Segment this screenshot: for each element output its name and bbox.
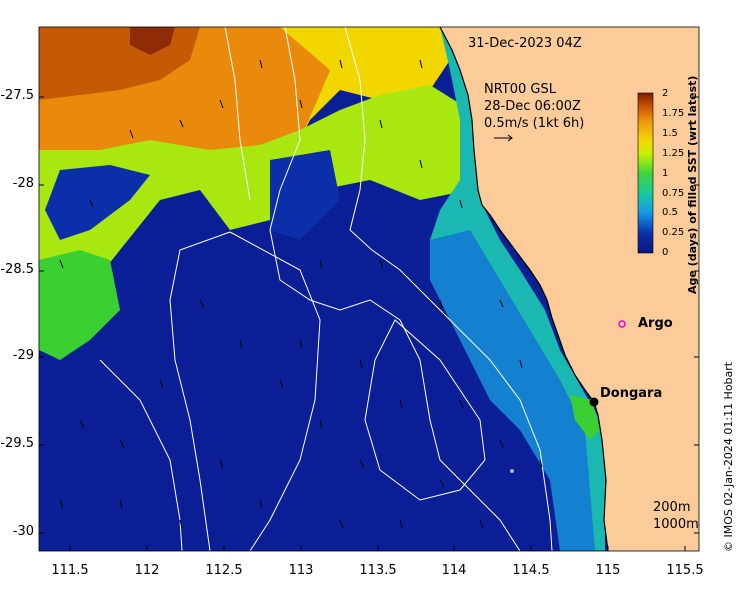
x-tick-label: 115.5 xyxy=(666,563,704,578)
plot-frame xyxy=(38,26,700,552)
x-tick-label: 114 xyxy=(441,563,467,578)
coastline xyxy=(439,27,609,551)
colorbar-tick: 1 xyxy=(662,168,669,179)
colorbar-label: Age (days) of filled SST (wrt latest) xyxy=(686,75,699,294)
x-tick-label: 112.5 xyxy=(205,563,243,578)
current-date: 28-Dec 06:00Z xyxy=(484,99,581,114)
dongara-marker xyxy=(589,397,599,407)
age-region-coastal-green xyxy=(570,395,600,440)
y-tick-marks xyxy=(39,96,699,534)
y-tick-label: -29 xyxy=(12,348,34,363)
colorbar-tick: 1.5 xyxy=(662,128,678,139)
argo-marker xyxy=(618,320,626,328)
age-region-blue-north xyxy=(45,165,150,240)
age-region-brown xyxy=(130,27,175,55)
argo-label: Argo xyxy=(638,316,673,331)
colorbar-tick: 1.25 xyxy=(662,148,685,159)
colorbar-tick: 2 xyxy=(662,88,669,99)
contour-200m xyxy=(344,27,553,551)
contour-north xyxy=(224,27,251,201)
grey-dot xyxy=(510,469,514,473)
bathymetry-contours xyxy=(99,27,553,551)
x-tick-label: 115 xyxy=(595,563,621,578)
land-mass xyxy=(440,27,699,551)
dongara-label: Dongara xyxy=(600,386,663,401)
colorbar-tick: 0.25 xyxy=(662,227,685,238)
y-tick-label: -28.5 xyxy=(0,262,34,277)
colorbar-tick: 0.75 xyxy=(662,188,685,199)
age-region-yellow xyxy=(280,27,450,140)
colorbar xyxy=(637,92,654,254)
contour-label-1000m: 1000m xyxy=(653,517,699,532)
x-tick-marks xyxy=(69,546,686,551)
current-source: NRT00 GSL xyxy=(484,82,556,97)
contour-1000m xyxy=(269,27,521,551)
age-region-lime xyxy=(39,85,470,310)
current-scale: 0.5m/s (1kt 6h) xyxy=(484,116,585,131)
imos-credit: © IMOS 02-Jan-2024 01:11 Hobart xyxy=(722,361,735,552)
x-tick-label: 114.5 xyxy=(512,563,550,578)
y-tick-label: -30 xyxy=(12,524,34,539)
age-region-green xyxy=(39,250,120,360)
contour-west xyxy=(99,359,183,551)
contour-loop-1 xyxy=(169,231,321,551)
current-vectors xyxy=(59,59,543,529)
map-area xyxy=(39,27,699,551)
current-scale-arrow xyxy=(494,134,513,142)
colorbar-tick: 1.75 xyxy=(662,108,685,119)
x-tick-label: 113.5 xyxy=(359,563,397,578)
colorbar-tick: 0.5 xyxy=(662,207,678,218)
colorbar-tick: 0 xyxy=(662,247,669,258)
y-tick-label: -29.5 xyxy=(0,436,34,451)
x-tick-label: 113 xyxy=(288,563,314,578)
y-tick-label: -28 xyxy=(12,176,34,191)
contour-loop-2 xyxy=(364,319,486,501)
x-tick-label: 112 xyxy=(134,563,160,578)
map-datetime: 31-Dec-2023 04Z xyxy=(468,36,582,51)
x-tick-label: 111.5 xyxy=(51,563,89,578)
y-tick-label: -27.5 xyxy=(0,88,34,103)
contour-label-200m: 200m xyxy=(653,500,691,515)
